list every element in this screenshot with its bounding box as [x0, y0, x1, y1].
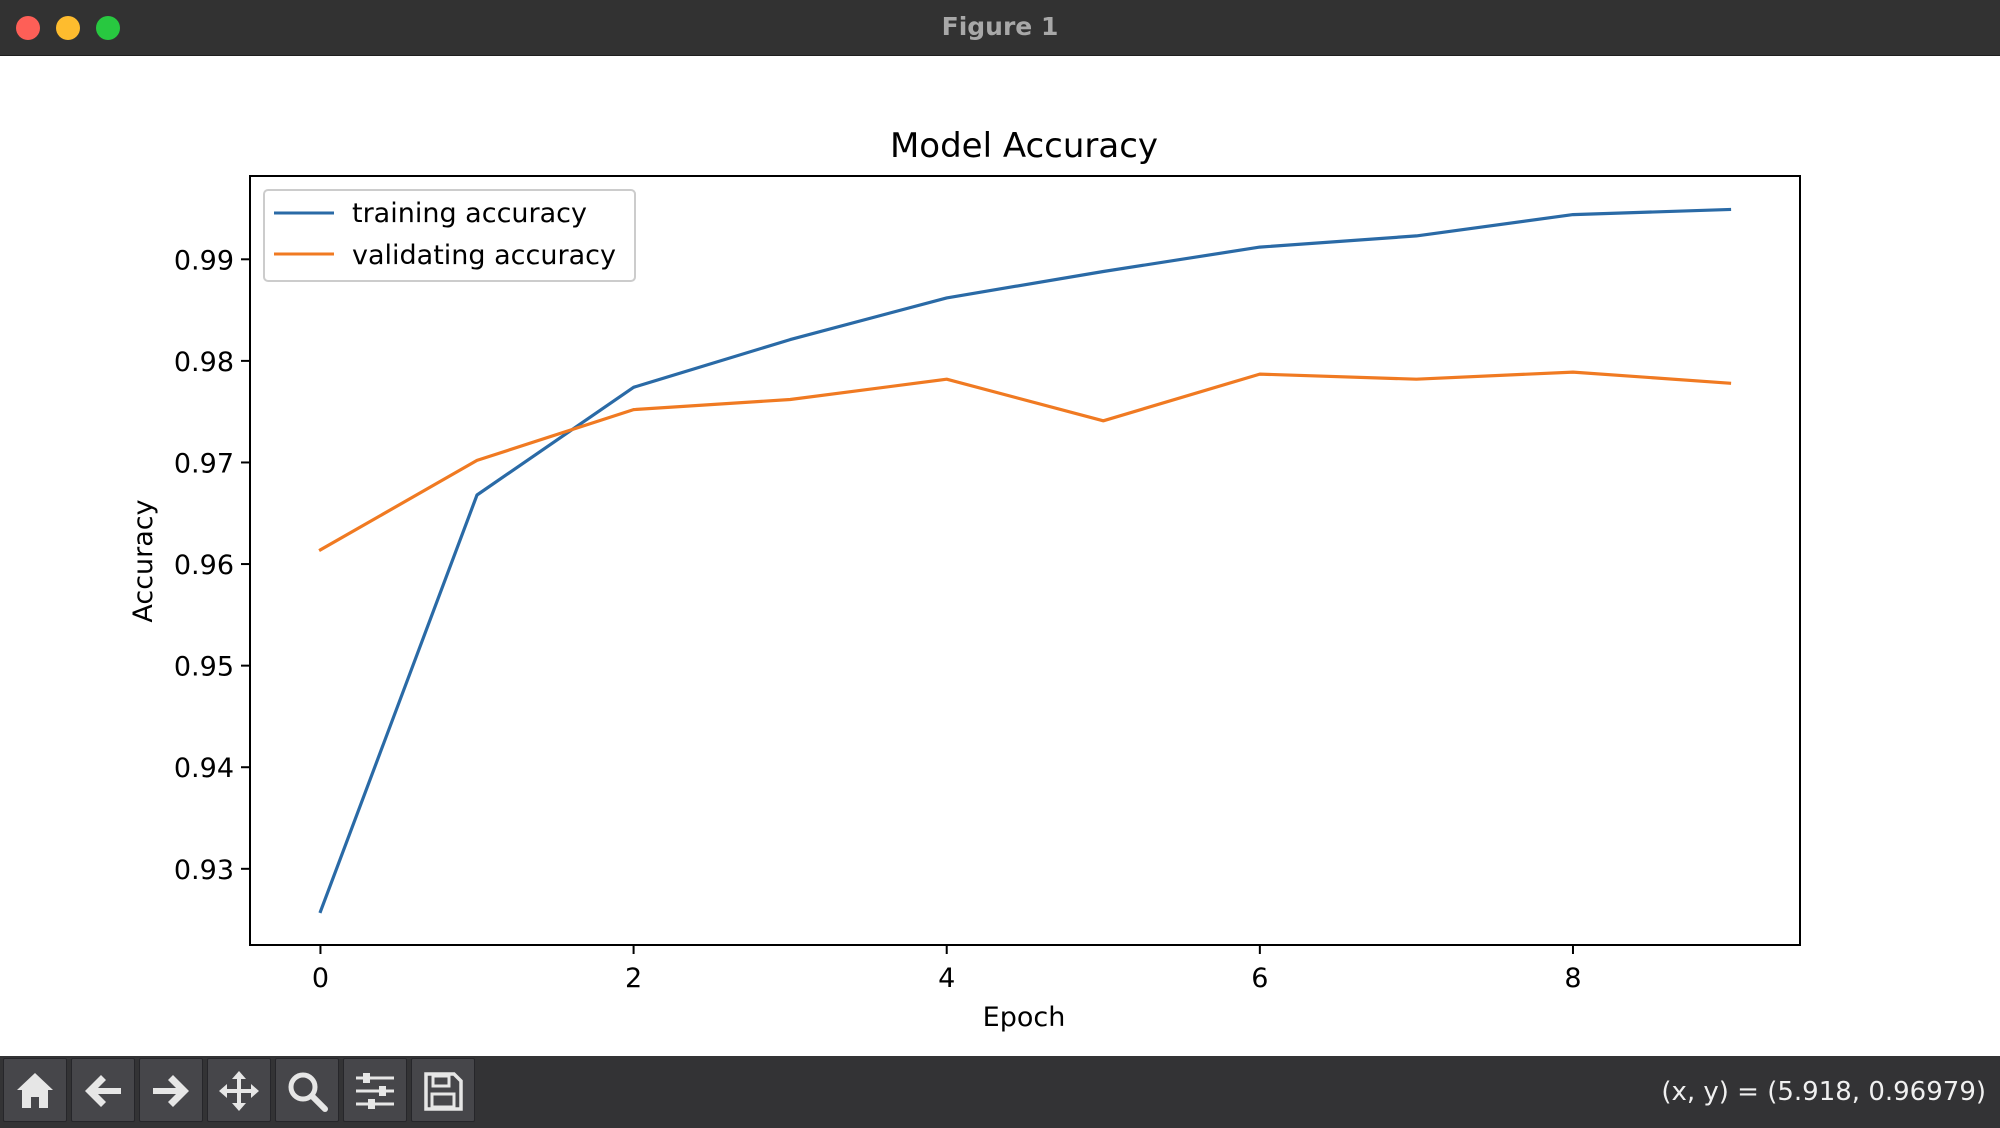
- x-axis-label: Epoch: [983, 1002, 1066, 1033]
- arrow-left-icon: [85, 1075, 121, 1107]
- legend-label-training: training accuracy: [352, 198, 587, 229]
- cursor-coordinates: (x, y) = (5.918, 0.96979): [1661, 1077, 1986, 1107]
- y-tick-label: 0.99: [174, 245, 234, 276]
- chart-title: Model Accuracy: [890, 126, 1158, 166]
- y-tick-label: 0.96: [174, 550, 234, 581]
- plot-area: [249, 175, 1801, 946]
- y-tick-label: 0.93: [174, 855, 234, 886]
- floppy-icon: [424, 1072, 463, 1111]
- figure-canvas[interactable]: Model Accuracy 0.93 0.94 0.95 0.96 0.97 0.98 0…: [0, 56, 2000, 1056]
- training-accuracy-line: [318, 207, 1732, 914]
- legend-box: [263, 189, 636, 282]
- series-group: [318, 207, 1732, 914]
- arrow-right-icon: [153, 1075, 189, 1107]
- minimize-window-button[interactable]: [56, 16, 80, 40]
- x-tick-label: 0: [312, 963, 329, 994]
- y-tick-label: 0.94: [174, 753, 234, 784]
- pan-button[interactable]: [207, 1058, 271, 1122]
- x-tick-label: 2: [625, 963, 642, 994]
- legend: training accuracy validating accuracy: [263, 189, 636, 282]
- x-tick-label: 6: [1251, 963, 1268, 994]
- navigation-toolbar: [0, 1056, 2000, 1128]
- window-title: Figure 1: [941, 12, 1059, 41]
- y-axis-label: Accuracy: [128, 499, 159, 622]
- magnifier-icon: [288, 1072, 328, 1112]
- forward-button[interactable]: [139, 1058, 203, 1122]
- y-axis: 0.93 0.94 0.95 0.96 0.97 0.98 0.99: [174, 245, 250, 886]
- home-icon: [17, 1073, 53, 1108]
- move-icon: [219, 1071, 259, 1111]
- maximize-window-button[interactable]: [96, 16, 120, 40]
- home-button[interactable]: [3, 1058, 67, 1122]
- y-tick-label: 0.95: [174, 652, 234, 683]
- configure-subplots-button[interactable]: [343, 1058, 407, 1122]
- y-tick-label: 0.97: [174, 448, 234, 479]
- close-window-button[interactable]: [16, 16, 40, 40]
- legend-label-validating: validating accuracy: [352, 240, 616, 271]
- validating-accuracy-line: [318, 370, 1732, 552]
- save-button[interactable]: [411, 1058, 475, 1122]
- x-tick-label: 4: [938, 963, 955, 994]
- sliders-icon: [356, 1073, 394, 1109]
- window-titlebar: Figure 1: [0, 0, 2000, 56]
- x-axis: 0 2 4 6 8: [312, 945, 1582, 994]
- x-tick-label: 8: [1564, 963, 1581, 994]
- y-tick-label: 0.98: [174, 347, 234, 378]
- back-button[interactable]: [71, 1058, 135, 1122]
- zoom-button[interactable]: [275, 1058, 339, 1122]
- line-chart: Model Accuracy 0.930.940.950.960.970.980…: [128, 126, 1801, 1033]
